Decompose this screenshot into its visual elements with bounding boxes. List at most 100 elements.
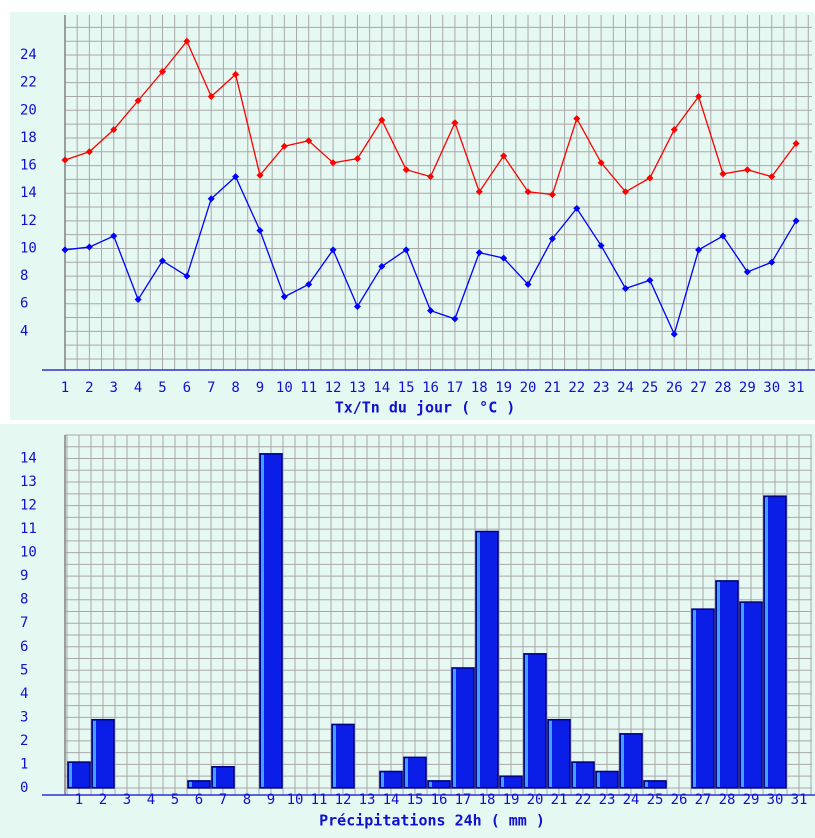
- point: [743, 268, 751, 276]
- point: [792, 139, 800, 147]
- x-tick-label: 3: [110, 380, 118, 396]
- x-tick-label: 20: [520, 380, 537, 396]
- y-tick-label: 4: [20, 323, 28, 339]
- bar-highlight: [261, 454, 264, 787]
- point: [768, 173, 776, 181]
- bar-highlight: [621, 734, 624, 787]
- x-tick-label: 16: [431, 792, 448, 808]
- bar: [571, 761, 595, 789]
- bar: [331, 723, 355, 789]
- point: [134, 296, 142, 304]
- y-tick-label: 3: [20, 709, 28, 725]
- y-tick-label: 10: [20, 545, 37, 561]
- x-tick-label: 12: [335, 792, 352, 808]
- point: [695, 92, 703, 100]
- x-tick-label: 22: [568, 380, 585, 396]
- x-tick-label: 4: [134, 380, 142, 396]
- y-tick-label: 22: [20, 75, 37, 91]
- x-tick-label: 23: [593, 380, 610, 396]
- point: [378, 116, 386, 124]
- y-tick-label: 13: [20, 474, 37, 490]
- x-tick-label: 10: [276, 380, 293, 396]
- point: [61, 246, 69, 254]
- point: [207, 92, 215, 100]
- y-tick-label: 5: [20, 662, 28, 678]
- bar: [619, 733, 643, 789]
- x-tick-label: 10: [287, 792, 304, 808]
- point: [110, 126, 118, 134]
- x-tick-label: 27: [690, 380, 707, 396]
- bar: [715, 580, 739, 789]
- y-tick-label: 12: [20, 213, 37, 229]
- point: [500, 152, 508, 160]
- y-tick-label: 20: [20, 102, 37, 118]
- bar-highlight: [645, 781, 648, 787]
- x-tick-label: 6: [183, 380, 191, 396]
- chart-title: Tx/Tn du jour ( °C ): [335, 399, 516, 417]
- y-tick-label: 6: [20, 296, 28, 312]
- point: [353, 155, 361, 163]
- y-tick-label: 2: [20, 733, 28, 749]
- bar: [523, 653, 547, 789]
- point: [232, 70, 240, 78]
- x-tick-label: 31: [791, 792, 808, 808]
- point: [207, 195, 215, 203]
- x-tick-label: 9: [267, 792, 275, 808]
- point: [158, 68, 166, 76]
- y-tick-label: 4: [20, 686, 28, 702]
- x-tick-label: 13: [349, 380, 366, 396]
- x-tick-label: 18: [471, 380, 488, 396]
- x-tick-label: 15: [407, 792, 424, 808]
- x-tick-label: 23: [599, 792, 616, 808]
- point: [329, 159, 337, 167]
- x-tick-label: 15: [398, 380, 415, 396]
- x-tick-label: 22: [575, 792, 592, 808]
- x-tick-label: 28: [715, 380, 732, 396]
- point: [475, 188, 483, 196]
- point: [110, 232, 118, 240]
- bar-highlight: [573, 763, 576, 787]
- bar-highlight: [213, 767, 216, 787]
- point: [134, 97, 142, 105]
- point: [183, 37, 191, 45]
- x-tick-label: 8: [243, 792, 251, 808]
- x-tick-label: 7: [219, 792, 227, 808]
- x-tick-label: 18: [479, 792, 496, 808]
- bar: [211, 766, 235, 789]
- point: [573, 204, 581, 212]
- point: [646, 174, 654, 182]
- point: [183, 272, 191, 280]
- bar-highlight: [93, 720, 96, 787]
- bar-highlight: [69, 763, 72, 787]
- y-tick-label: 9: [20, 568, 28, 584]
- point: [670, 126, 678, 134]
- point: [475, 249, 483, 257]
- bar-highlight: [429, 781, 432, 787]
- point: [597, 242, 605, 250]
- x-tick-label: 5: [171, 792, 179, 808]
- y-tick-label: 8: [20, 268, 28, 284]
- bar-highlight: [381, 772, 384, 787]
- point: [695, 246, 703, 254]
- bar-highlight: [741, 603, 744, 787]
- x-tick-label: 12: [325, 380, 342, 396]
- point: [646, 276, 654, 284]
- point: [622, 188, 630, 196]
- x-tick-label: 29: [743, 792, 760, 808]
- bar-highlight: [717, 581, 720, 787]
- x-tick-label: 25: [641, 380, 658, 396]
- point: [622, 285, 630, 293]
- bar-highlight: [453, 668, 456, 787]
- bar: [763, 495, 787, 789]
- point: [597, 159, 605, 167]
- point: [402, 246, 410, 254]
- y-tick-label: 14: [20, 185, 37, 201]
- bar: [67, 761, 91, 789]
- bar: [379, 770, 403, 789]
- point: [719, 170, 727, 178]
- x-tick-label: 5: [158, 380, 166, 396]
- bar-highlight: [597, 772, 600, 787]
- point: [61, 156, 69, 164]
- y-tick-label: 10: [20, 240, 37, 256]
